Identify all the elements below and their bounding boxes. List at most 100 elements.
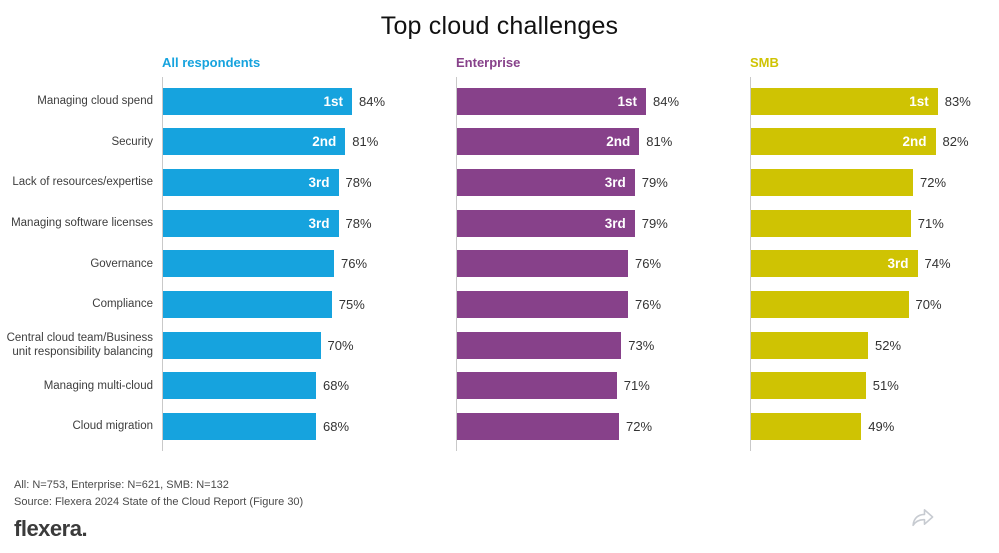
bar-row: 72% bbox=[751, 162, 999, 203]
value-label: 72% bbox=[920, 175, 947, 191]
flexera-logo: flexera. bbox=[14, 516, 88, 541]
category-label: Governance bbox=[90, 257, 153, 270]
bar-row: 68% bbox=[163, 406, 456, 447]
value-label: 76% bbox=[341, 256, 368, 272]
value-label: 79% bbox=[641, 215, 668, 231]
category-label: Cloud migration bbox=[72, 420, 153, 433]
bar bbox=[457, 331, 622, 359]
bar-row: 73% bbox=[457, 325, 750, 366]
bar: 1st bbox=[163, 87, 352, 115]
sample-sizes-note: All: N=753, Enterprise: N=621, SMB: N=13… bbox=[14, 478, 229, 491]
bar: 3rd bbox=[457, 169, 635, 197]
value-label: 84% bbox=[359, 93, 386, 109]
bar-row: 3rd 79% bbox=[457, 203, 750, 244]
value-label: 70% bbox=[327, 337, 354, 353]
value-label: 68% bbox=[323, 419, 350, 435]
rank-badge: 1st bbox=[617, 93, 637, 109]
bar bbox=[163, 250, 334, 278]
value-label: 84% bbox=[653, 93, 680, 109]
bar-row: 2nd 81% bbox=[163, 122, 456, 163]
value-label: 76% bbox=[635, 256, 662, 272]
bar: 3rd bbox=[751, 250, 918, 278]
value-label: 71% bbox=[623, 378, 650, 394]
value-label: 79% bbox=[641, 175, 668, 191]
bar bbox=[751, 209, 911, 237]
share-icon[interactable] bbox=[910, 505, 937, 529]
bar: 3rd bbox=[457, 209, 635, 237]
category-label: Managing software licenses bbox=[11, 217, 153, 230]
value-label: 76% bbox=[635, 297, 662, 313]
bar bbox=[457, 413, 619, 441]
rank-badge: 3rd bbox=[308, 215, 330, 231]
bar: 1st bbox=[457, 87, 646, 115]
value-label: 81% bbox=[352, 134, 379, 150]
series-col-2: 1st 83% 2nd 82% 72% 71% 3rd 74% 70% 52% 51% 49% bbox=[750, 77, 999, 451]
chart-title: Top cloud challenges bbox=[380, 12, 619, 40]
category-label: Managing multi-cloud bbox=[43, 379, 153, 392]
group-header-smb: SMB bbox=[750, 55, 779, 70]
bar bbox=[751, 413, 862, 441]
series-col-1: 1st 84% 2nd 81% 3rd 79% 3rd 79% 76% 76% 73% 71% 72% bbox=[456, 77, 750, 451]
series-col-0: 1st 84% 2nd 81% 3rd 78% 3rd 78% 76% 75% 70% 68% 68% bbox=[162, 77, 456, 451]
value-label: 51% bbox=[872, 378, 899, 394]
bar bbox=[163, 372, 316, 400]
bar-row: 3rd 79% bbox=[457, 162, 750, 203]
category-label: Security bbox=[111, 135, 153, 148]
bar-row: 75% bbox=[163, 284, 456, 325]
bar bbox=[751, 291, 909, 319]
category-label: Compliance bbox=[92, 298, 153, 311]
value-label: 78% bbox=[345, 175, 372, 191]
bar bbox=[457, 250, 628, 278]
bar-row: 49% bbox=[751, 406, 999, 447]
bar-row: 76% bbox=[457, 284, 750, 325]
rank-badge: 3rd bbox=[887, 256, 909, 272]
bar bbox=[751, 331, 868, 359]
bar-chart: All respondents Enterprise SMB Managing … bbox=[0, 55, 999, 451]
header-spacer bbox=[0, 70, 162, 77]
bar-row: 3rd 78% bbox=[163, 162, 456, 203]
bar bbox=[163, 291, 332, 319]
bar bbox=[457, 291, 628, 319]
category-label: Lack of resources/expertise bbox=[12, 176, 153, 189]
bar-row: 3rd 74% bbox=[751, 244, 999, 285]
rank-badge: 3rd bbox=[604, 215, 626, 231]
value-label: 81% bbox=[646, 134, 673, 150]
value-label: 52% bbox=[875, 337, 902, 353]
bar: 2nd bbox=[457, 128, 640, 156]
rank-badge: 2nd bbox=[902, 134, 927, 150]
group-header-enterprise: Enterprise bbox=[456, 55, 521, 70]
bar-row: 2nd 81% bbox=[457, 122, 750, 163]
value-label: 70% bbox=[915, 297, 942, 313]
bar-row: 3rd 78% bbox=[163, 203, 456, 244]
group-header-all-respondents: All respondents bbox=[162, 55, 261, 70]
chart-footer: All: N=753, Enterprise: N=621, SMB: N=13… bbox=[14, 477, 999, 542]
bar-row: 71% bbox=[457, 366, 750, 407]
category-label: Central cloud team/Business unit respons… bbox=[6, 331, 153, 359]
bar-row: 2nd 82% bbox=[751, 122, 999, 163]
bar: 2nd bbox=[163, 128, 346, 156]
bar bbox=[163, 331, 321, 359]
bar bbox=[751, 372, 866, 400]
value-label: 71% bbox=[917, 215, 944, 231]
value-label: 49% bbox=[868, 419, 895, 435]
bar bbox=[457, 372, 617, 400]
rank-badge: 2nd bbox=[606, 134, 631, 150]
bar-row: 76% bbox=[163, 244, 456, 285]
bar: 2nd bbox=[751, 128, 936, 156]
value-label: 78% bbox=[345, 215, 372, 231]
bar-row: 70% bbox=[751, 284, 999, 325]
bar-row: 71% bbox=[751, 203, 999, 244]
value-label: 68% bbox=[323, 378, 350, 394]
value-label: 75% bbox=[338, 297, 365, 313]
value-label: 74% bbox=[924, 256, 951, 272]
rank-badge: 1st bbox=[909, 93, 929, 109]
bar-row: 52% bbox=[751, 325, 999, 366]
bar-row: 70% bbox=[163, 325, 456, 366]
bar-row: 1st 84% bbox=[457, 81, 750, 122]
bar bbox=[163, 413, 316, 441]
value-label: 83% bbox=[944, 93, 971, 109]
category-labels: Managing cloud spend Security Lack of reso… bbox=[0, 77, 162, 451]
rank-badge: 3rd bbox=[308, 175, 330, 191]
bar-row: 72% bbox=[457, 406, 750, 447]
